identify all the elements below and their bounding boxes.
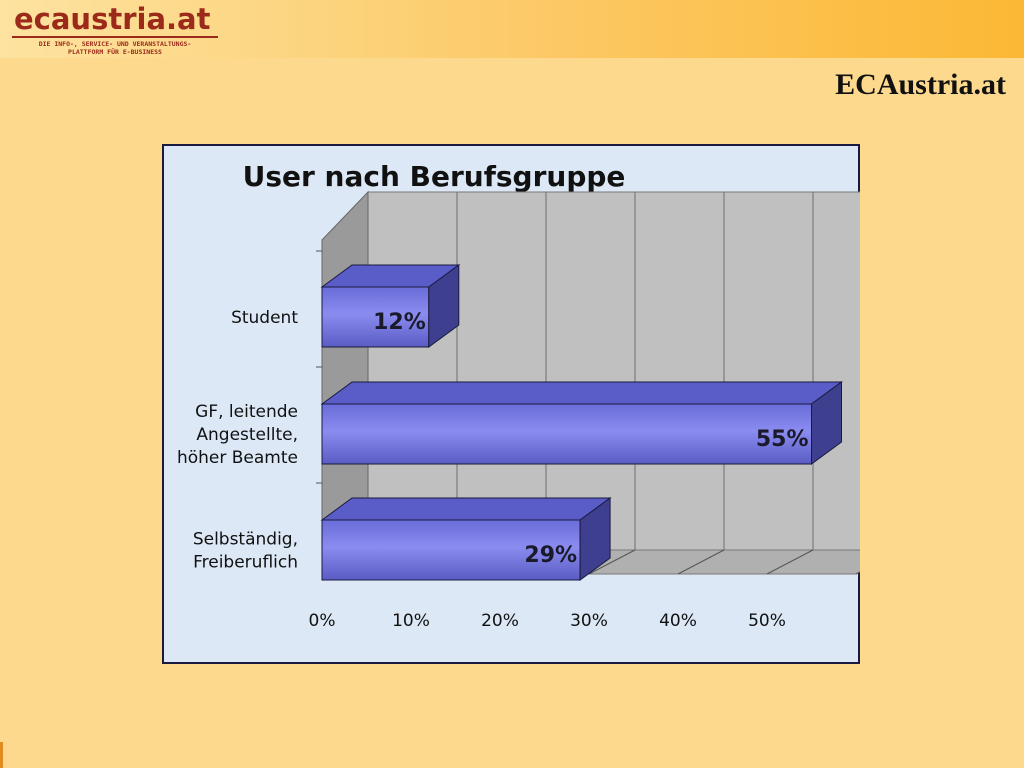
- chart-back-wall: [367, 191, 860, 551]
- logo-tagline-line-2: PLATTFORM FÜR E-BUSINESS: [68, 48, 162, 56]
- data-label: 12%: [373, 310, 426, 335]
- bar-front: [321, 519, 581, 581]
- x-tick-label: 10%: [392, 611, 430, 631]
- x-tick-label: 0%: [309, 611, 336, 631]
- bar-side: [428, 264, 460, 348]
- left-edge-tab: [0, 742, 3, 768]
- bar-top: [320, 497, 612, 521]
- page-title: ECAustria.at: [835, 68, 1006, 101]
- x-tick-label: 30%: [570, 611, 608, 631]
- category-label: Angestellte,: [196, 425, 298, 445]
- bar-front: [321, 403, 812, 465]
- logo-tagline-line-1: DIE INFO-, SERVICE- UND VERANSTALTUNGS-: [38, 40, 192, 48]
- x-tick-label: 20%: [481, 611, 519, 631]
- category-label: Selbständig,: [193, 530, 298, 550]
- x-tick-label: 50%: [748, 611, 786, 631]
- data-label: 55%: [756, 427, 809, 452]
- header-band: [0, 0, 1024, 58]
- x-tick-label: 40%: [659, 611, 697, 631]
- category-label: Student: [231, 308, 298, 328]
- logo-rule: [12, 36, 218, 38]
- category-label: GF, leitende: [195, 402, 298, 422]
- bar-side: [811, 381, 842, 465]
- chart-title: User nach Berufsgruppe: [243, 160, 626, 193]
- gridline-floor: [588, 549, 636, 575]
- category-label: höher Beamte: [177, 448, 298, 468]
- bar-chart: User nach Berufsgruppe 12% Student 55% GF, l…: [177, 160, 860, 631]
- logo[interactable]: ecaustria.at: [14, 2, 211, 36]
- gridline-floor: [677, 549, 725, 575]
- logo-tagline: DIE INFO-, SERVICE- UND VERANSTALTUNGS- …: [12, 40, 218, 56]
- bar-side: [579, 497, 611, 581]
- bar-top: [320, 381, 844, 405]
- data-label: 29%: [524, 543, 577, 568]
- category-label: Freiberuflich: [193, 553, 298, 573]
- gridline-floor: [766, 549, 814, 575]
